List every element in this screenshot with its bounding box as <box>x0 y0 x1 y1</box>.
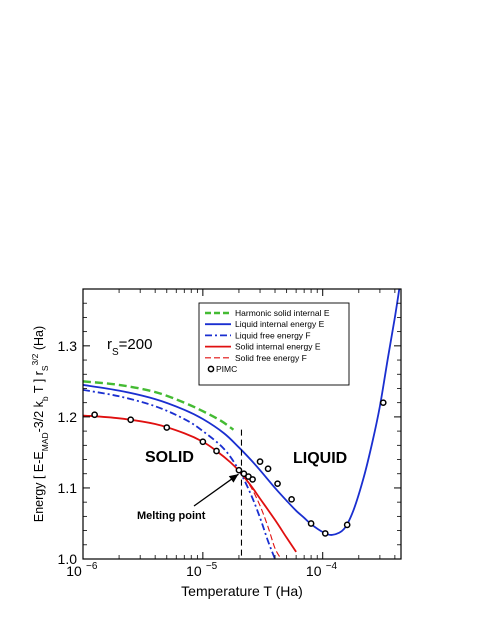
pimc-markers <box>91 399 387 537</box>
text-layer: 10 −6 10 −5 10 −4 1.0 1.1 1.2 1.3 Temperature T (H… <box>30 326 347 599</box>
pimc-point <box>240 470 248 478</box>
pimc-point <box>288 495 295 503</box>
pimc-point <box>256 458 264 466</box>
y-axis-title: Energy [ E-EMAD-3/2 kb T ] rS3/2 (Ha) <box>30 326 50 522</box>
pimc-point <box>307 520 315 527</box>
melting-point-label: Melting point <box>137 510 206 522</box>
pimc-point <box>264 465 272 473</box>
x-tick-label: 10 <box>66 563 82 579</box>
pimc-point <box>163 424 171 431</box>
legend-swatch-pimc <box>207 365 215 373</box>
melting-point-arrow-head <box>228 474 239 483</box>
legend-label: PIMC <box>216 364 237 374</box>
pimc-point <box>199 438 207 446</box>
pimc-point <box>343 521 351 529</box>
pimc-point <box>274 480 281 488</box>
legend-label: Liquid free energy F <box>235 330 311 340</box>
y-tick-label: 1.2 <box>58 409 78 425</box>
pimc-point <box>91 411 98 419</box>
y-tick-label: 1.1 <box>58 480 78 496</box>
x-axis-title: Temperature T (Ha) <box>181 583 303 599</box>
pimc-point <box>213 447 220 455</box>
x-tick-label: 10 <box>306 563 322 579</box>
pimc-point <box>249 476 256 483</box>
legend-label: Liquid internal energy E <box>235 319 325 329</box>
series-liquid-free-energy-f <box>83 389 276 559</box>
y-tick-label: 1.3 <box>58 338 78 354</box>
solid-region-label: SOLID <box>145 449 194 466</box>
pimc-point <box>127 416 135 424</box>
pimc-point <box>379 399 387 407</box>
legend-label: Harmonic solid internal E <box>235 308 330 318</box>
legend-box <box>198 302 350 386</box>
series-harmonic-solid-internal-e <box>83 380 235 431</box>
pimc-point <box>235 466 243 474</box>
series-layer <box>83 289 401 559</box>
rs-label: rS=200 <box>107 336 152 358</box>
x-tick-label: 10 <box>186 563 202 579</box>
series-solid-free-energy-f <box>238 469 282 559</box>
melting-point-arrow-shaft <box>193 473 239 507</box>
series-liquid-internal-energy-e <box>83 289 401 536</box>
pimc-point <box>321 530 329 537</box>
y-tick-label: 1.0 <box>58 551 78 567</box>
legend-label: Solid free energy F <box>235 353 307 363</box>
axis-ticks <box>82 288 401 560</box>
series-solid-internal-energy-e <box>83 414 297 553</box>
x-tick-exponent: −5 <box>206 561 218 572</box>
x-tick-exponent: −4 <box>326 561 338 572</box>
x-tick-exponent: −6 <box>86 561 98 572</box>
liquid-region-label: LIQUID <box>293 450 347 467</box>
legend-label: Solid internal energy E <box>235 342 321 352</box>
plot-frame <box>82 288 402 560</box>
